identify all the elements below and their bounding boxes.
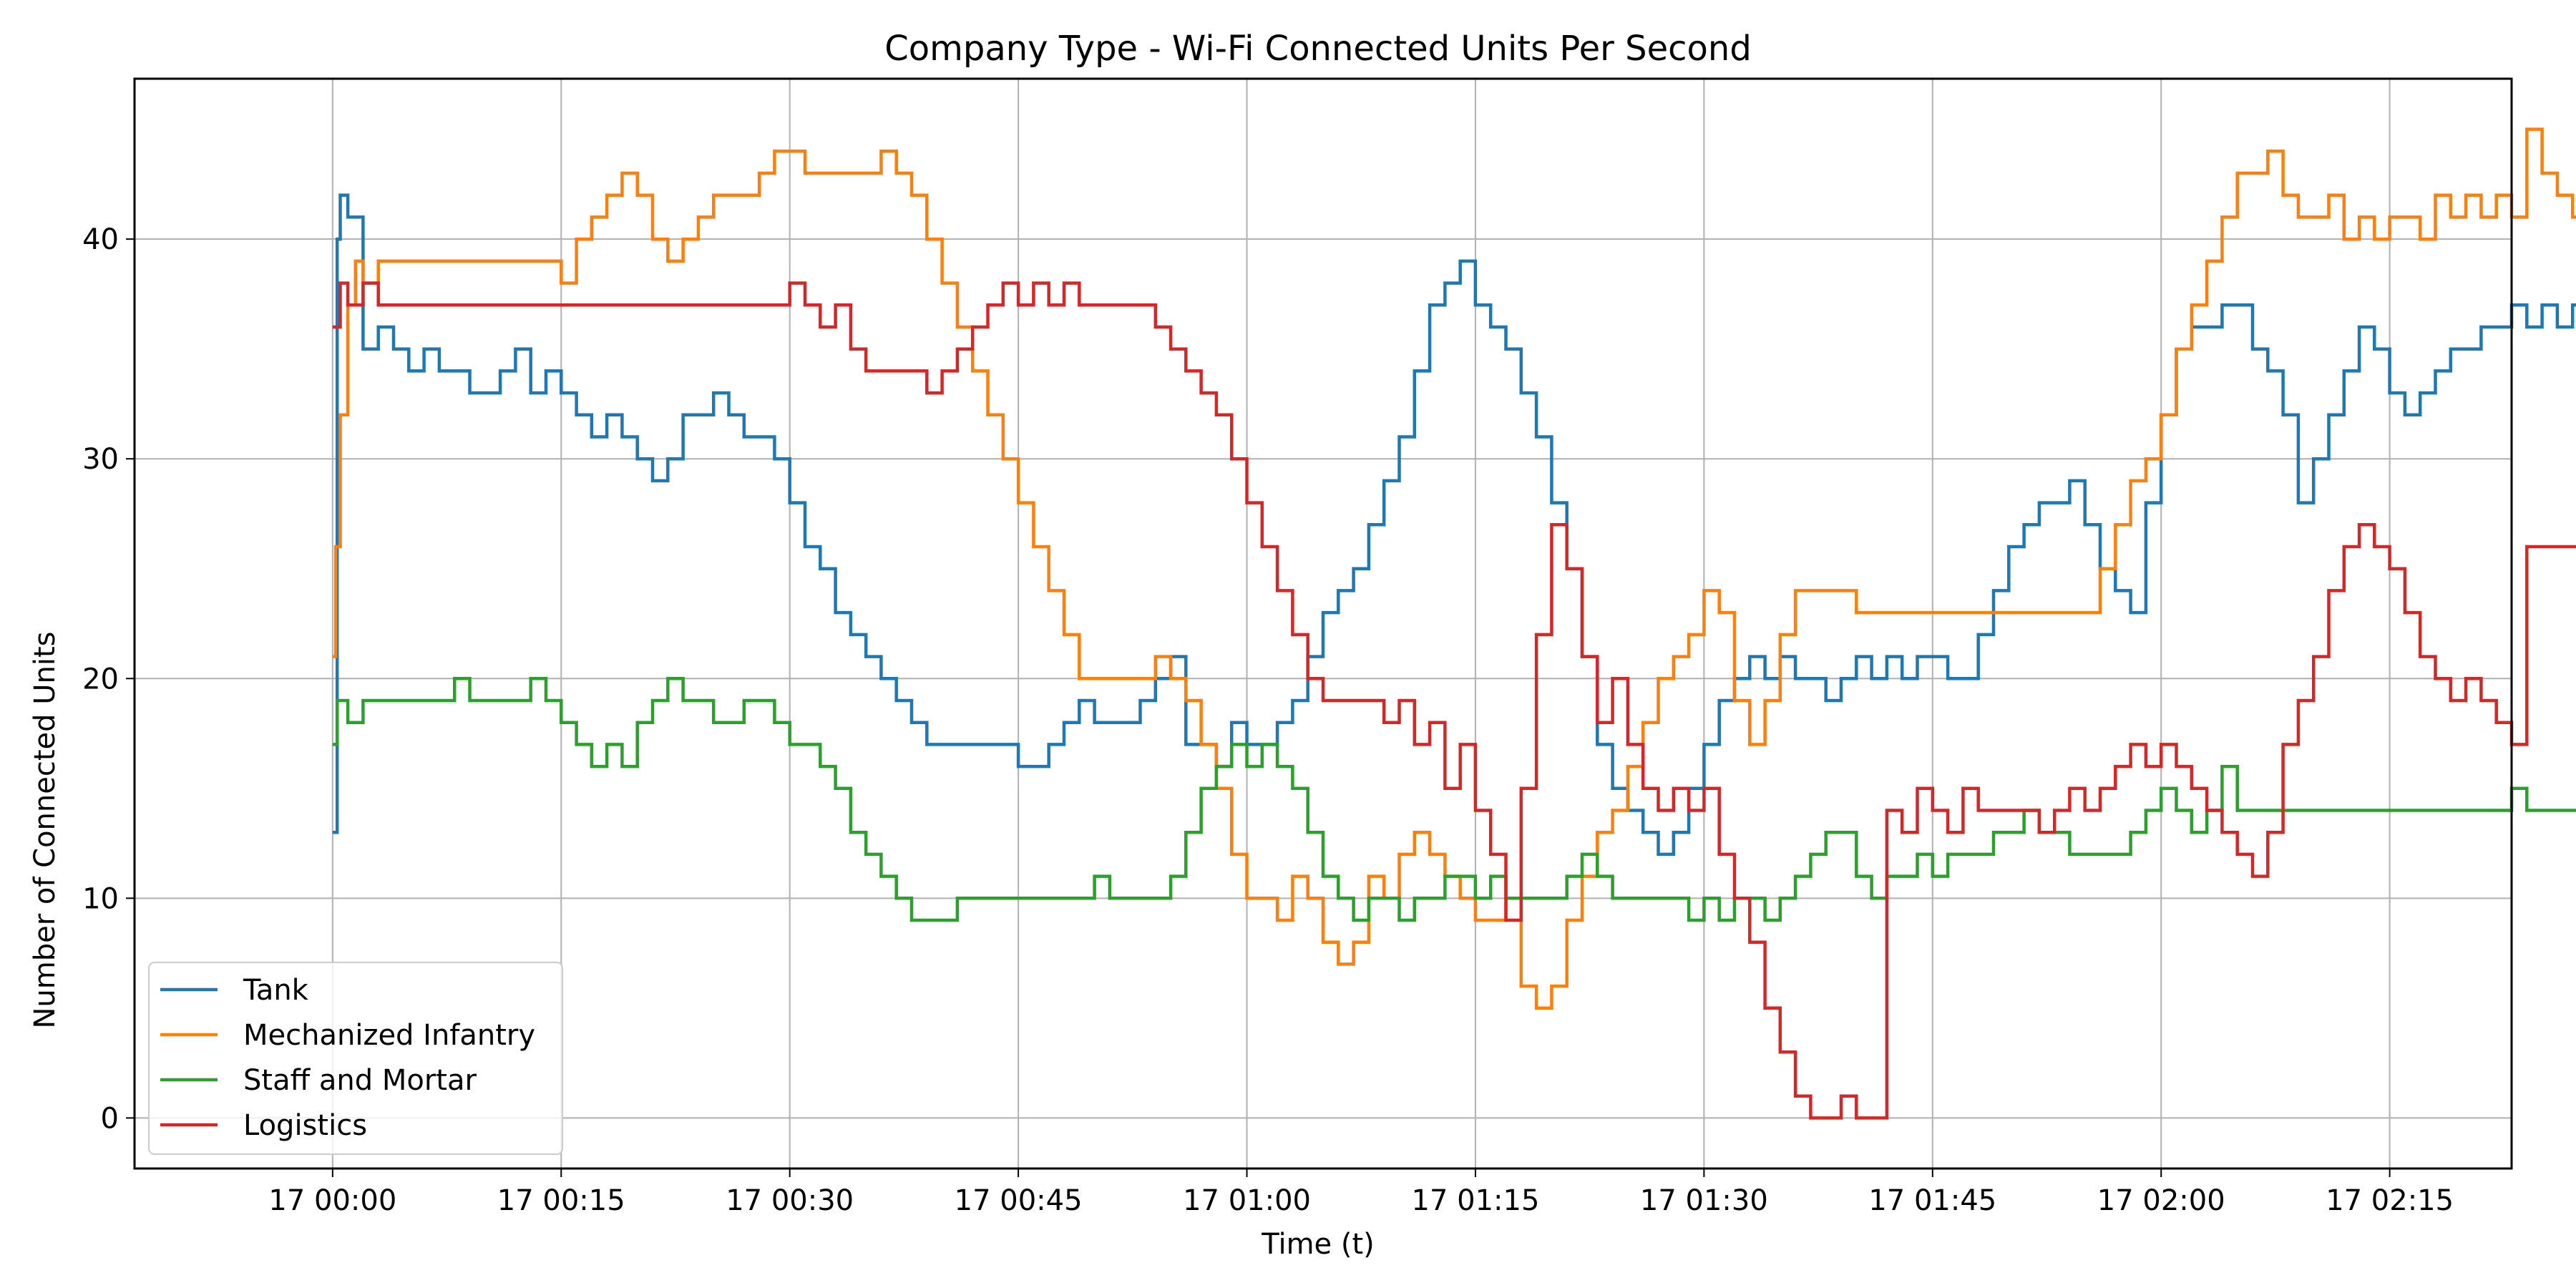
y-tick-label: 10 [82, 882, 119, 915]
y-axis-label: Number of Connected Units [29, 631, 62, 1028]
y-tick-label: 30 [82, 443, 119, 476]
x-tick-label: 17 00:45 [955, 1184, 1083, 1217]
legend-label: Staff and Mortar [243, 1064, 477, 1097]
legend: Tank Mechanized Infantry Staff and Mortar L… [148, 962, 563, 1155]
y-tick-label: 40 [82, 223, 119, 256]
legend-box [148, 962, 563, 1155]
legend-label: Logistics [243, 1109, 367, 1142]
legend-label: Tank [243, 974, 309, 1007]
x-tick-label: 17 01:15 [1412, 1184, 1540, 1217]
series-line-tank [332, 193, 2576, 857]
x-tick-label: 17 01:30 [1640, 1184, 1768, 1217]
series-layer [332, 127, 2576, 1120]
x-tick-label: 17 01:00 [1183, 1184, 1311, 1217]
x-tick-label: 17 02:00 [2097, 1184, 2225, 1217]
y-axis-ticks: 0 10 20 30 40 [82, 223, 135, 1135]
x-axis-label: Time (t) [1261, 1228, 1375, 1261]
x-axis-ticks: 17 00:00 17 00:15 17 00:30 17 00:45 17 01:00… [268, 1169, 2454, 1217]
x-tick-label: 17 00:00 [268, 1184, 396, 1217]
x-tick-label: 17 00:30 [726, 1184, 854, 1217]
y-tick-label: 20 [82, 663, 119, 696]
y-tick-label: 0 [101, 1102, 119, 1135]
x-tick-label: 17 02:15 [2326, 1184, 2454, 1217]
legend-label: Mechanized Infantry [243, 1019, 535, 1052]
x-tick-label: 17 00:15 [497, 1184, 625, 1217]
chart-title: Company Type - Wi-Fi Connected Units Per… [884, 29, 1752, 69]
series-line-logistics [332, 281, 2576, 1120]
series-line-staff-and-mortar [332, 677, 2576, 922]
grid-lines [135, 79, 2512, 1169]
x-tick-label: 17 01:45 [1868, 1184, 1996, 1217]
plot-area-frame [133, 77, 2513, 1170]
